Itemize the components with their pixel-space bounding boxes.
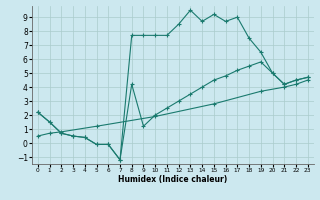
X-axis label: Humidex (Indice chaleur): Humidex (Indice chaleur) [118, 175, 228, 184]
